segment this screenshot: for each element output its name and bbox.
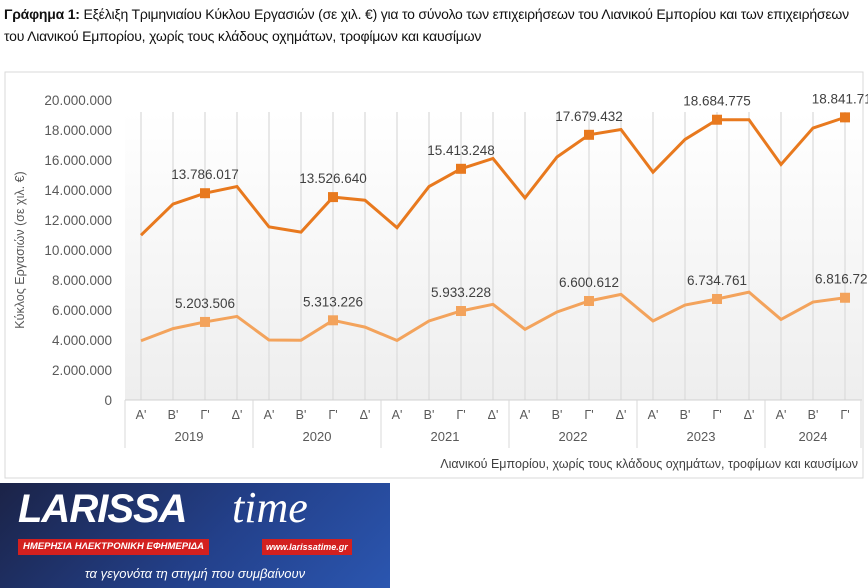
x-tick-quarter: Α'	[776, 408, 787, 422]
x-tick-year: 2020	[303, 429, 332, 444]
x-tick-quarter: Γ'	[840, 408, 849, 422]
x-tick-quarter: Α'	[136, 408, 147, 422]
data-marker	[840, 112, 850, 123]
x-tick-quarter: Γ'	[328, 408, 337, 422]
logo-slogan: τα γεγονότα τη στιγμή που συμβαίνουν	[84, 566, 306, 581]
data-marker	[456, 306, 466, 317]
x-tick-year: 2019	[175, 429, 204, 444]
data-label: 13.786.017	[171, 167, 239, 182]
data-label: 15.413.248	[427, 143, 495, 158]
data-label: 5.933.228	[431, 285, 491, 300]
x-tick-quarter: Α'	[520, 408, 531, 422]
x-tick-quarter: Β'	[424, 408, 435, 422]
y-tick-label: 10.000.000	[44, 243, 112, 258]
data-label: 6.816.720	[815, 272, 868, 287]
caption-label: Γράφημα 1:	[4, 6, 80, 22]
x-tick-quarter: Δ'	[232, 408, 243, 422]
data-label: 18.684.775	[683, 94, 751, 109]
x-tick-quarter: Β'	[296, 408, 307, 422]
data-label: 6.734.761	[687, 273, 747, 288]
data-label: 18.841.711	[812, 91, 868, 106]
logo-url: www.larissatime.gr	[262, 539, 352, 555]
data-marker	[328, 315, 338, 326]
y-tick-label: 14.000.000	[44, 183, 112, 198]
x-tick-quarter: Β'	[552, 408, 563, 422]
larissatime-logo[interactable]: LARISSA time ΗΜΕΡΗΣΙΑ ΗΛΕΚΤΡΟΝΙΚΗ ΕΦΗΜΕΡ…	[0, 483, 390, 588]
y-tick-label: 20.000.000	[44, 93, 112, 108]
y-tick-label: 6.000.000	[52, 303, 112, 318]
data-marker	[840, 292, 850, 303]
y-tick-label: 8.000.000	[52, 273, 112, 288]
logo-brand-time: time	[232, 483, 308, 532]
caption-text: Εξέλιξη Τριμηνιαίου Κύκλου Εργασιών (σε …	[4, 6, 849, 44]
data-marker	[712, 114, 722, 125]
data-marker	[200, 316, 210, 327]
y-tick-label: 4.000.000	[52, 333, 112, 348]
data-label: 6.600.612	[559, 275, 619, 290]
x-tick-quarter: Γ'	[584, 408, 593, 422]
x-tick-year: 2022	[559, 429, 588, 444]
data-marker	[584, 295, 594, 306]
x-tick-quarter: Γ'	[200, 408, 209, 422]
x-tick-year: 2021	[431, 429, 460, 444]
x-tick-quarter: Δ'	[744, 408, 755, 422]
data-marker	[456, 163, 466, 174]
data-label: 17.679.432	[555, 109, 623, 124]
legend-entry: Λιανικού Εμπορίου, χωρίς τους κλάδους οχ…	[440, 457, 858, 471]
x-tick-quarter: Γ'	[456, 408, 465, 422]
x-tick-quarter: Β'	[168, 408, 179, 422]
x-tick-quarter: Β'	[808, 408, 819, 422]
y-tick-label: 18.000.000	[44, 123, 112, 138]
y-axis-label: Κύκλος Εργασιών (σε χιλ. €)	[13, 171, 27, 328]
x-tick-quarter: Γ'	[712, 408, 721, 422]
x-tick-quarter: Α'	[392, 408, 403, 422]
logo-tagline: ΗΜΕΡΗΣΙΑ ΗΛΕΚΤΡΟΝΙΚΗ ΕΦΗΜΕΡΙΔΑ	[18, 539, 209, 555]
data-marker	[200, 188, 210, 199]
y-tick-label: 12.000.000	[44, 213, 112, 228]
x-tick-year: 2023	[687, 429, 716, 444]
data-marker	[328, 192, 338, 203]
chart-caption: Γράφημα 1: Εξέλιξη Τριμηνιαίου Κύκλου Ερ…	[4, 3, 864, 47]
y-tick-label: 0	[104, 393, 112, 408]
data-marker	[584, 129, 594, 140]
x-tick-quarter: Δ'	[360, 408, 371, 422]
data-label: 5.203.506	[175, 296, 235, 311]
x-tick-quarter: Β'	[680, 408, 691, 422]
data-marker	[712, 293, 722, 304]
x-tick-quarter: Α'	[264, 408, 275, 422]
x-tick-quarter: Α'	[648, 408, 659, 422]
x-tick-quarter: Δ'	[488, 408, 499, 422]
x-tick-year: 2024	[799, 429, 828, 444]
y-tick-label: 16.000.000	[44, 153, 112, 168]
y-tick-label: 2.000.000	[52, 363, 112, 378]
data-label: 13.526.640	[299, 171, 367, 186]
logo-brand: LARISSA	[18, 487, 188, 531]
x-tick-quarter: Δ'	[616, 408, 627, 422]
data-label: 5.313.226	[303, 294, 363, 309]
